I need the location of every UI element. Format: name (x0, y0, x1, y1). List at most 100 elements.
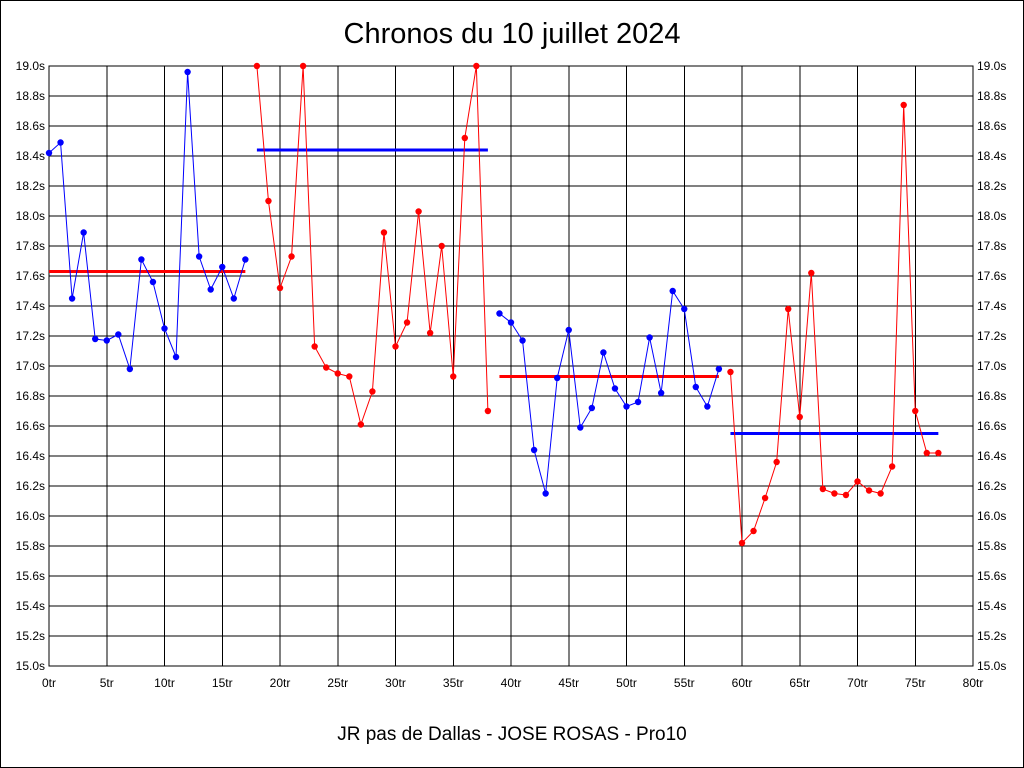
data-point (80, 229, 87, 236)
data-point (646, 334, 653, 341)
data-point (230, 295, 237, 302)
data-point (831, 490, 838, 497)
y-tick-label-right: 18.2s (977, 179, 1006, 193)
data-point (380, 229, 388, 236)
data-point (103, 337, 110, 344)
data-point (45, 149, 53, 157)
y-tick-label-left: 16.2s (16, 479, 45, 493)
data-point (577, 424, 584, 431)
data-point (657, 389, 665, 397)
x-tick-label: 50tr (616, 676, 637, 690)
y-tick-label-left: 15.2s (16, 629, 45, 643)
y-tick-label-right: 16.0s (977, 509, 1006, 523)
y-tick-label-right: 17.4s (977, 299, 1006, 313)
data-point (554, 374, 561, 382)
data-point (692, 383, 699, 391)
x-tick-label: 80tr (963, 676, 984, 690)
data-point (530, 446, 538, 454)
y-tick-label-right: 16.8s (977, 389, 1006, 403)
data-point (195, 253, 203, 260)
y-tick-label-right: 17.0s (977, 359, 1006, 373)
x-tick-label: 35tr (443, 676, 464, 690)
data-point (877, 490, 884, 497)
data-point (785, 305, 792, 313)
data-point (426, 329, 434, 337)
data-point (542, 490, 549, 497)
data-point (565, 326, 572, 334)
data-point (750, 527, 757, 535)
data-point (115, 331, 122, 338)
x-tick-label: 15tr (212, 676, 233, 690)
y-tick-label-right: 18.0s (977, 209, 1006, 223)
data-point (588, 404, 596, 412)
data-point (738, 539, 746, 547)
y-tick-label-right: 17.2s (977, 329, 1006, 343)
data-point (311, 343, 318, 350)
data-point (715, 365, 723, 373)
x-tick-label: 0tr (42, 676, 56, 690)
y-tick-label-right: 15.8s (977, 539, 1006, 553)
data-point (68, 295, 76, 302)
y-tick-label-right: 15.4s (977, 599, 1006, 613)
x-tick-label: 45tr (558, 676, 579, 690)
data-point (149, 278, 157, 286)
y-tick-label-left: 17.8s (16, 239, 45, 253)
y-tick-label-right: 15.6s (977, 569, 1006, 583)
x-tick-label: 25tr (327, 676, 348, 690)
y-tick-label-right: 16.6s (977, 419, 1006, 433)
x-tick-label: 55tr (674, 676, 695, 690)
data-point (461, 134, 468, 142)
data-point (854, 478, 861, 485)
data-point (126, 365, 134, 373)
data-point (450, 373, 457, 380)
data-point (323, 364, 330, 371)
data-point (265, 197, 272, 205)
y-tick-label-right: 19.0s (977, 59, 1006, 73)
y-tick-label-left: 17.6s (16, 269, 45, 283)
y-tick-label-left: 18.8s (16, 89, 45, 103)
plot-border (48, 65, 974, 667)
y-tick-label-left: 17.0s (16, 359, 45, 373)
data-point (276, 284, 284, 292)
y-tick-label-right: 18.4s (977, 149, 1006, 163)
x-tick-label: 70tr (847, 676, 868, 690)
data-point (184, 68, 191, 76)
data-point (669, 287, 676, 295)
series-line (729, 104, 939, 545)
data-point (334, 370, 341, 377)
data-point (346, 373, 353, 380)
y-tick-label-left: 16.6s (16, 419, 45, 433)
y-tick-label-left: 15.4s (16, 599, 45, 613)
x-tick-label: 5tr (100, 676, 114, 690)
data-point (888, 463, 896, 470)
data-point (484, 407, 492, 415)
chart-subtitle: JR pas de Dallas - JOSE ROSAS - Pro10 (337, 724, 687, 745)
data-point (761, 494, 769, 502)
data-point (819, 485, 827, 493)
y-tick-label-left: 16.0s (16, 509, 45, 523)
data-point (207, 286, 214, 293)
data-point (172, 353, 180, 361)
series-line (48, 71, 246, 370)
y-tick-label-right: 15.0s (977, 659, 1006, 673)
data-point (299, 62, 307, 70)
data-point (912, 407, 919, 415)
x-tick-label: 40tr (501, 676, 522, 690)
data-point (392, 343, 399, 350)
y-tick-label-right: 15.2s (977, 629, 1006, 643)
y-tick-label-left: 15.8s (16, 539, 45, 553)
data-point (219, 263, 226, 271)
y-tick-label-left: 16.8s (16, 389, 45, 403)
data-point (403, 319, 411, 326)
x-tick-label: 20tr (270, 676, 291, 690)
data-point (611, 385, 619, 392)
data-point (600, 349, 607, 356)
x-tick-label: 60tr (732, 676, 753, 690)
chart-title: Chronos du 10 juillet 2024 (343, 18, 681, 50)
data-point (704, 403, 711, 410)
data-point (92, 335, 99, 343)
y-tick-label-left: 18.4s (16, 149, 45, 163)
y-tick-label-left: 15.6s (16, 569, 45, 583)
data-point (727, 368, 734, 376)
